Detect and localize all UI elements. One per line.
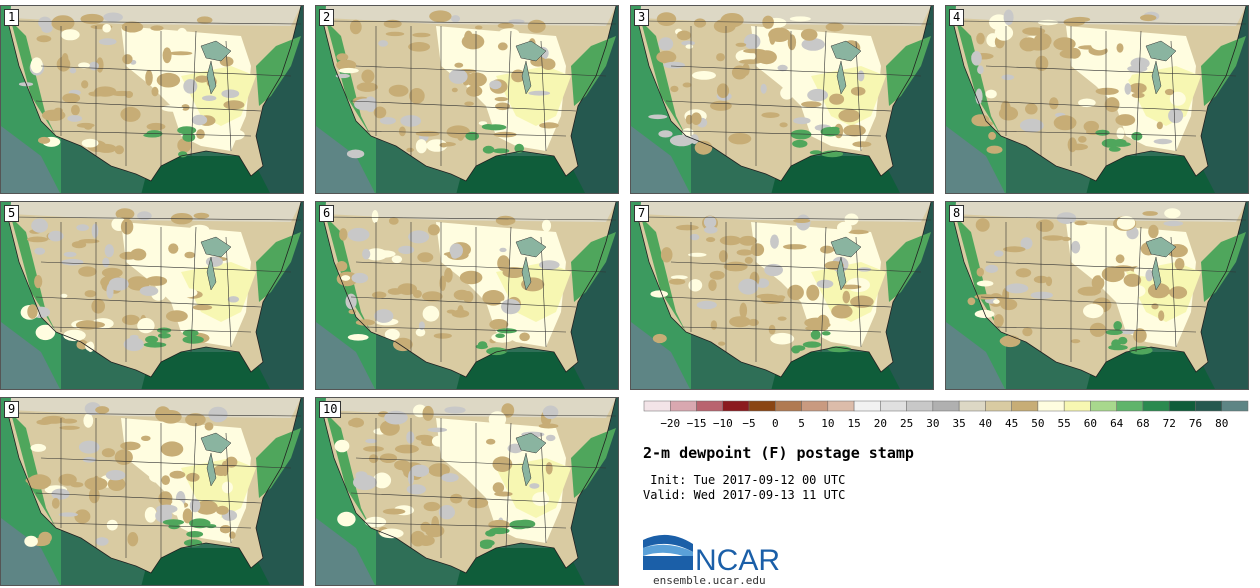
- colorbar-tick-label: 76: [1189, 417, 1202, 430]
- site-url: ensemble.ucar.edu: [653, 574, 766, 587]
- colorbar-tick-label: 5: [798, 417, 805, 430]
- colorbar-tick-label: 10: [821, 417, 834, 430]
- colorbar-swatch: [1037, 400, 1065, 412]
- colorbar-tick-label: 30: [926, 417, 939, 430]
- colorbar-swatch: [985, 400, 1012, 412]
- map-panel-7: 7: [630, 201, 934, 390]
- logo-block: [643, 556, 693, 570]
- colorbar-swatch: [880, 400, 907, 412]
- dewpoint-map: [946, 6, 1248, 193]
- colorbar-tick-label: 80: [1215, 417, 1228, 430]
- colorbar-swatch: [1011, 400, 1039, 412]
- colorbar-swatch: [906, 400, 934, 412]
- panel-label: 8: [949, 205, 965, 222]
- colorbar: −20 −15 −10 −5 0 5 10 15 20 25 30 35 40 45 50 55 60 64 68 7…: [643, 400, 1249, 430]
- panel-label: 5: [4, 205, 20, 222]
- dewpoint-map: [316, 398, 618, 585]
- colorbar-swatch: [1090, 400, 1117, 412]
- panel-label: 9: [4, 401, 20, 418]
- dewpoint-map: [946, 202, 1248, 389]
- valid-time: Valid: Wed 2017-09-13 11 UTC: [643, 488, 846, 502]
- colorbar-swatch: [1168, 400, 1196, 412]
- colorbar-tick-label: 55: [1058, 417, 1071, 430]
- colorbar-swatch: [801, 400, 829, 412]
- colorbar-tick-label: 64: [1110, 417, 1124, 430]
- panel-label: 6: [319, 205, 335, 222]
- dewpoint-map: [1, 398, 303, 585]
- colorbar-tick-label: 45: [1005, 417, 1018, 430]
- panel-label: 10: [319, 401, 342, 418]
- map-panel-1: 1: [0, 5, 304, 194]
- colorbar-tick-label: 50: [1031, 417, 1044, 430]
- colorbar-swatch: [1221, 400, 1249, 412]
- colorbar-tick-label: −5: [742, 417, 755, 430]
- colorbar-tick-label: 72: [1163, 417, 1176, 430]
- logo-swoosh-light: [643, 544, 693, 560]
- panel-label: 3: [634, 9, 650, 26]
- map-panel-8: 8: [945, 201, 1249, 390]
- map-panel-5: 5: [0, 201, 304, 390]
- colorbar-tick-label: 25: [900, 417, 913, 430]
- panel-label: 1: [4, 9, 20, 26]
- colorbar-tick-label: 0: [772, 417, 779, 430]
- colorbar-tick-label: −10: [713, 417, 733, 430]
- colorbar-tick-label: 40: [979, 417, 992, 430]
- colorbar-tick-label: 35: [953, 417, 966, 430]
- dewpoint-map: [316, 6, 618, 193]
- dewpoint-map: [631, 6, 933, 193]
- colorbar-swatch: [696, 400, 724, 412]
- colorbar-swatch: [643, 400, 671, 412]
- colorbar-swatch: [670, 400, 697, 412]
- colorbar-swatch: [958, 400, 986, 412]
- panel-label: 2: [319, 9, 335, 26]
- colorbar-tick-label: 20: [874, 417, 887, 430]
- map-panel-2: 2: [315, 5, 619, 194]
- colorbar-tick-label: 60: [1084, 417, 1097, 430]
- colorbar-tick-label: −15: [687, 417, 707, 430]
- dewpoint-map: [631, 202, 933, 389]
- colorbar-swatch: [775, 400, 802, 412]
- colorbar-swatch: [722, 400, 750, 412]
- panel-label: 4: [949, 9, 965, 26]
- init-time: Init: Tue 2017-09-12 00 UTC: [643, 473, 846, 487]
- colorbar-swatch: [932, 400, 960, 412]
- map-panel-10: 10: [315, 397, 619, 586]
- colorbar-swatch: [1195, 400, 1222, 412]
- map-panel-4: 4: [945, 5, 1249, 194]
- colorbar-swatch: [748, 400, 776, 412]
- colorbar-swatch: [853, 400, 881, 412]
- map-panel-3: 3: [630, 5, 934, 194]
- ncar-logo: NCAR: [643, 534, 780, 574]
- dewpoint-map: [316, 202, 618, 389]
- map-panel-6: 6: [315, 201, 619, 390]
- map-panel-9: 9: [0, 397, 304, 586]
- chart-title: 2-m dewpoint (F) postage stamp: [643, 444, 914, 462]
- colorbar-swatch: [1142, 400, 1170, 412]
- colorbar-swatch: [1063, 400, 1091, 412]
- colorbar-tick-label: 68: [1136, 417, 1149, 430]
- colorbar-swatch: [1116, 400, 1144, 412]
- logo-swoosh: [643, 534, 693, 552]
- dewpoint-map: [1, 202, 303, 389]
- logo-text: NCAR: [695, 544, 780, 574]
- dewpoint-map: [1, 6, 303, 193]
- colorbar-swatch: [827, 400, 855, 412]
- colorbar-tick-label: −20: [660, 417, 680, 430]
- panel-label: 7: [634, 205, 650, 222]
- colorbar-tick-label: 15: [847, 417, 860, 430]
